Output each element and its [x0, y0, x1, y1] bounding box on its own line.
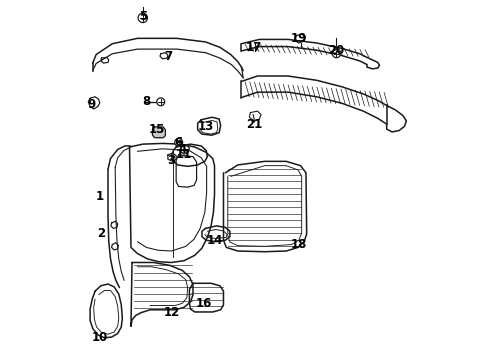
Polygon shape [152, 127, 166, 138]
Text: 17: 17 [246, 41, 262, 54]
Text: 1: 1 [96, 190, 104, 203]
Circle shape [333, 50, 341, 58]
Text: 16: 16 [196, 297, 212, 310]
Text: 20: 20 [328, 44, 344, 57]
Text: 18: 18 [291, 238, 307, 251]
Text: 14: 14 [206, 234, 223, 247]
Text: 19: 19 [291, 32, 307, 45]
Text: 4: 4 [178, 143, 186, 156]
Circle shape [157, 98, 165, 106]
Circle shape [138, 13, 147, 23]
Text: 11: 11 [176, 148, 192, 161]
Text: 6: 6 [174, 136, 183, 149]
Text: 10: 10 [92, 331, 108, 344]
Text: 21: 21 [246, 118, 262, 131]
Text: 5: 5 [139, 10, 147, 23]
Text: 13: 13 [197, 120, 214, 133]
Text: 12: 12 [163, 306, 180, 319]
Text: 9: 9 [87, 98, 96, 111]
Text: 3: 3 [168, 154, 175, 167]
Text: 15: 15 [149, 123, 165, 136]
Text: 7: 7 [164, 50, 172, 63]
Text: 2: 2 [98, 227, 106, 240]
Text: 8: 8 [142, 95, 150, 108]
Circle shape [175, 138, 183, 146]
